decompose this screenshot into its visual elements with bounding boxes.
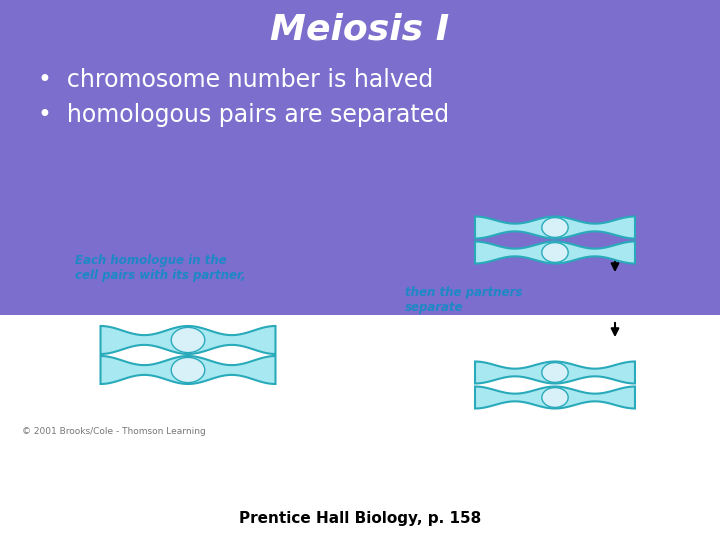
Ellipse shape	[541, 388, 568, 407]
Text: Prentice Hall Biology, p. 158: Prentice Hall Biology, p. 158	[239, 510, 481, 525]
Polygon shape	[475, 217, 635, 239]
Ellipse shape	[171, 327, 204, 353]
Ellipse shape	[171, 357, 204, 383]
Polygon shape	[101, 326, 276, 354]
Polygon shape	[475, 361, 635, 383]
Text: then the partners
separate: then the partners separate	[405, 286, 523, 314]
Polygon shape	[475, 241, 635, 264]
Bar	[0, 0, 720, 315]
Ellipse shape	[541, 218, 568, 238]
Text: © 2001 Brooks/Cole - Thomson Learning: © 2001 Brooks/Cole - Thomson Learning	[22, 428, 206, 436]
Text: •  chromosome number is halved: • chromosome number is halved	[38, 68, 433, 92]
Polygon shape	[475, 387, 635, 408]
Ellipse shape	[541, 362, 568, 382]
Text: •  homologous pairs are separated: • homologous pairs are separated	[38, 103, 449, 127]
Text: Each homologue in the
cell pairs with its partner,: Each homologue in the cell pairs with it…	[75, 254, 246, 282]
Text: Meiosis I: Meiosis I	[271, 13, 449, 47]
Ellipse shape	[541, 242, 568, 262]
Polygon shape	[101, 356, 276, 384]
